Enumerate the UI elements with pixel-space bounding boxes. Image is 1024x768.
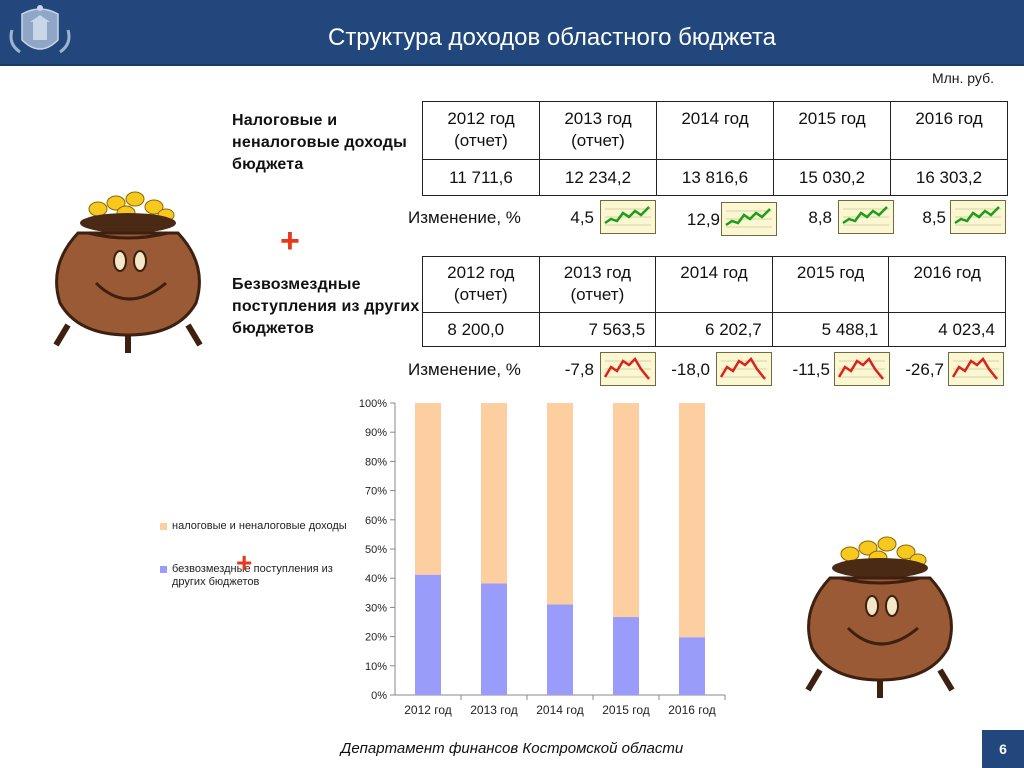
red-falling-sparkline-icon [716, 352, 772, 386]
change-label: Изменение, % [408, 208, 521, 227]
table-cell: 7 563,5 [538, 312, 657, 347]
red-falling-sparkline-icon [948, 352, 1004, 386]
change-value: -26,7 [905, 360, 944, 379]
green-rising-sparkline-icon [838, 200, 894, 234]
y-tick-label: 80% [365, 456, 387, 468]
table-cell: 4 023,4 [888, 312, 1006, 347]
table-cell: 6 202,7 [655, 312, 773, 347]
header-bar: Структура доходов областного бюджета [0, 0, 1024, 66]
bar-segment [613, 403, 639, 618]
chart-legend: налоговые и неналоговые доходы безвозмез… [160, 520, 360, 619]
bar-segment [547, 604, 573, 695]
bar-segment [613, 617, 639, 695]
change-label: Изменение, % [408, 360, 521, 379]
change-value: -7,8 [564, 360, 594, 379]
column-header: 2015 год [771, 256, 890, 313]
y-tick-label: 70% [365, 486, 387, 498]
y-tick-label: 90% [365, 427, 387, 439]
bar-segment [679, 403, 705, 638]
y-tick-label: 100% [359, 398, 387, 410]
y-tick-label: 60% [365, 515, 387, 527]
y-tick-label: 20% [365, 632, 387, 644]
gold-pot-icon [38, 185, 218, 355]
change-value: -11,5 [792, 360, 831, 379]
green-rising-sparkline-icon [600, 200, 656, 234]
plus-sign: + [280, 222, 300, 260]
x-tick-label: 2014 год [536, 703, 584, 717]
table-cell: 13 816,6 [656, 159, 774, 196]
grants-label: Безвозмездные поступления из других бюдж… [232, 276, 420, 337]
table-cell: 5 488,1 [771, 312, 890, 347]
change-value: -18,0 [671, 360, 710, 379]
legend-label: безвозмездные поступления из других бюдж… [172, 563, 333, 588]
column-header: 2015 год [773, 101, 891, 160]
plus-sign: + [236, 547, 253, 578]
column-header: 2013 год (отчет) [538, 256, 657, 313]
change-value: 8,8 [808, 208, 832, 227]
column-header: 2014 год [655, 256, 773, 313]
legend-swatch [160, 523, 167, 530]
bar-segment [415, 403, 441, 575]
bar-segment [415, 574, 441, 695]
table-cell: 11 711,6 [422, 159, 540, 196]
legend-swatch [160, 566, 167, 573]
footer-text: Департамент финансов Костромской области [340, 740, 684, 757]
change-value: 4,5 [570, 208, 594, 227]
table-cell: 8 200,0 [422, 312, 540, 347]
x-tick-label: 2013 год [470, 703, 518, 717]
x-tick-label: 2016 год [668, 703, 716, 717]
x-tick-label: 2012 год [404, 703, 452, 717]
green-rising-sparkline-icon [950, 200, 1006, 234]
bar-segment [481, 583, 507, 695]
x-tick-label: 2015 год [602, 703, 650, 717]
page-number: 6 [982, 730, 1024, 768]
red-falling-sparkline-icon [834, 352, 890, 386]
table-cell: 12 234,2 [539, 159, 657, 196]
grants-table: 2012 год (отчет) 2013 год (отчет) 2014 год… [422, 256, 1006, 347]
tax-revenue-table: 2012 год (отчет) 2013 год (отчет) 2014 год… [422, 101, 1008, 196]
tax-revenue-label: Налоговые и неналоговые доходы бюджета [232, 112, 407, 173]
column-header: 2012 год (отчет) [422, 256, 540, 313]
legend-item: безвозмездные поступления из других бюдж… [160, 563, 360, 589]
stacked-percent-bar-chart: 0% 10% 20% 30% 40% 50% 60% 70% 80% 90% 100% 2012 го… [340, 390, 740, 725]
legend-item: налоговые и неналоговые доходы [160, 520, 360, 533]
change-value: 8,5 [922, 208, 946, 227]
bar-segment [679, 637, 705, 695]
chart-canvas: 0% 10% 20% 30% 40% 50% 60% 70% 80% 90% 100% 2012 го… [359, 398, 726, 717]
y-tick-label: 10% [365, 661, 387, 673]
column-header: 2012 год (отчет) [422, 101, 540, 160]
column-header: 2016 год [888, 256, 1006, 313]
change-value: 12,9 [686, 210, 720, 229]
y-tick-label: 50% [365, 544, 387, 556]
green-rising-sparkline-icon [721, 202, 777, 236]
page-title: Структура доходов областного бюджета [327, 24, 777, 51]
y-tick-label: 0% [371, 690, 387, 702]
column-header: 2013 год (отчет) [539, 101, 657, 160]
bar-segment [481, 403, 507, 584]
legend-label: налоговые и неналоговые доходы [172, 520, 347, 532]
gold-pot-icon [790, 530, 970, 700]
y-tick-label: 30% [365, 602, 387, 614]
coat-of-arms-icon [0, 0, 80, 64]
y-tick-label: 40% [365, 573, 387, 585]
column-header: 2016 год [890, 101, 1008, 160]
table-cell: 15 030,2 [773, 159, 891, 196]
bar-segment [547, 403, 573, 605]
units-label: Млн. руб. [931, 70, 994, 86]
red-falling-sparkline-icon [600, 352, 656, 386]
column-header: 2014 год [656, 101, 774, 160]
table-cell: 16 303,2 [890, 159, 1008, 196]
